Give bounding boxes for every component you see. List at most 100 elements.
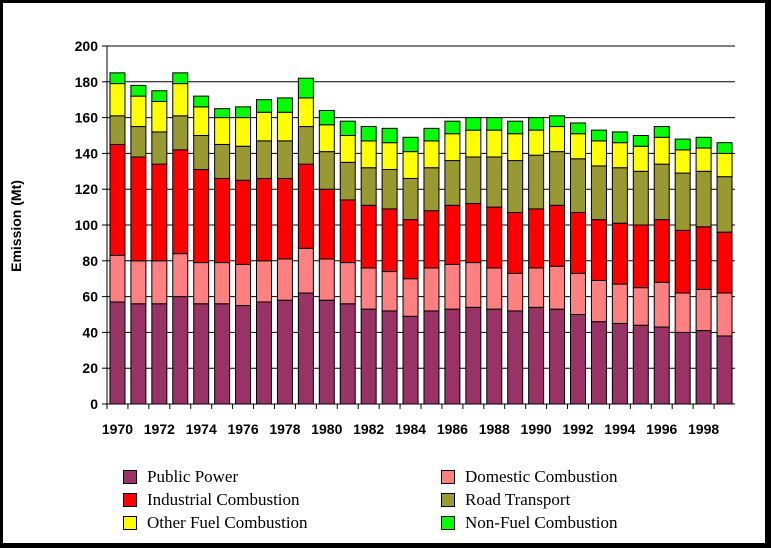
- bar-1999-road-transport: [716, 176, 733, 233]
- bar-1982-non-fuel-combustion: [360, 126, 377, 142]
- bar-1979-industrial-combustion: [297, 163, 314, 249]
- bar-1987-domestic-combustion: [465, 262, 482, 308]
- bar-1978-road-transport: [276, 140, 293, 179]
- bar-1999-non-fuel-combustion: [716, 142, 733, 154]
- bar-1982-public-power: [360, 308, 377, 405]
- bar-1982-road-transport: [360, 167, 377, 206]
- bar-1996-domestic-combustion: [653, 281, 670, 328]
- bar-1986-non-fuel-combustion: [444, 120, 461, 135]
- bar-1972-road-transport: [151, 131, 168, 165]
- bar-1999-industrial-combustion: [716, 231, 733, 294]
- bar-1996-non-fuel-combustion: [653, 126, 670, 138]
- x-tick-label-1990: 1990: [521, 421, 552, 437]
- bar-1993-domestic-combustion: [590, 279, 607, 323]
- bar-1987-road-transport: [465, 156, 482, 205]
- bar-1993-other-fuel-combustion: [590, 140, 607, 167]
- bar-1977-road-transport: [256, 140, 272, 179]
- bar-1995-road-transport: [632, 170, 649, 226]
- bar-1974-public-power: [193, 303, 210, 405]
- bar-1994-non-fuel-combustion: [611, 131, 628, 144]
- bar-1997-public-power: [674, 331, 691, 405]
- bar-1975-other-fuel-combustion: [214, 117, 231, 145]
- bar-1972-public-power: [151, 303, 168, 405]
- bar-1985-non-fuel-combustion: [423, 127, 440, 142]
- x-tick-label-1996: 1996: [646, 421, 677, 437]
- bar-1988-other-fuel-combustion: [486, 129, 503, 158]
- bar-1979-other-fuel-combustion: [297, 97, 314, 128]
- x-tick-label-1982: 1982: [353, 421, 384, 437]
- bar-1996-public-power: [653, 326, 670, 405]
- bar-1984-industrial-combustion: [402, 219, 419, 280]
- bar-1978-industrial-combustion: [276, 177, 293, 260]
- bar-1976-road-transport: [235, 145, 252, 181]
- bar-1977-public-power: [256, 301, 272, 405]
- bar-1987-other-fuel-combustion: [465, 129, 482, 158]
- bar-1998-other-fuel-combustion: [695, 147, 712, 172]
- bars: [109, 72, 733, 405]
- bar-1971-non-fuel-combustion: [130, 84, 147, 97]
- bar-1985-road-transport: [423, 167, 440, 212]
- bar-1985-other-fuel-combustion: [423, 140, 440, 169]
- bar-1993-public-power: [590, 321, 607, 405]
- legend-label-public-power: Public Power: [147, 466, 239, 486]
- bar-1986-industrial-combustion: [444, 204, 461, 265]
- bar-1990-road-transport: [528, 154, 545, 210]
- bar-1979-non-fuel-combustion: [297, 77, 314, 99]
- bar-1997-domestic-combustion: [674, 292, 691, 333]
- bar-1973-road-transport: [172, 115, 189, 151]
- legend-label-industrial-combustion: Industrial Combustion: [147, 489, 300, 509]
- bar-1997-other-fuel-combustion: [674, 149, 691, 174]
- legend-item-industrial-combustion: Industrial Combustion: [123, 488, 441, 511]
- bar-1981-non-fuel-combustion: [339, 120, 356, 136]
- legend-item-road-transport: Road Transport: [441, 488, 721, 511]
- bar-1980-non-fuel-combustion: [318, 109, 335, 126]
- bar-1991-domestic-combustion: [549, 265, 566, 310]
- y-tick-label-140: 140: [75, 145, 99, 161]
- bar-1988-industrial-combustion: [486, 206, 503, 269]
- bar-1992-other-fuel-combustion: [570, 133, 586, 160]
- bar-1977-other-fuel-combustion: [256, 111, 272, 142]
- bar-1972-other-fuel-combustion: [151, 100, 168, 133]
- bar-1973-industrial-combustion: [172, 149, 189, 255]
- bar-1979-domestic-combustion: [297, 247, 314, 294]
- bar-1980-public-power: [318, 299, 335, 405]
- bar-1989-domestic-combustion: [507, 272, 524, 312]
- bar-1981-domestic-combustion: [339, 262, 356, 305]
- bar-1990-other-fuel-combustion: [528, 129, 545, 156]
- x-tick-label-1984: 1984: [395, 421, 426, 437]
- legend-swatch-industrial-combustion: [123, 492, 137, 507]
- bar-1988-road-transport: [486, 156, 503, 208]
- bar-1970-road-transport: [109, 115, 126, 145]
- chart-panel: 0 20 40 60 80 100 120 140 160 180 200 1970 1972 1974 1…: [3, 3, 765, 543]
- bar-1984-other-fuel-combustion: [402, 151, 419, 179]
- axes: 0 20 40 60 80 100 120 140 160 180 200 1970 1972 1974 1…: [75, 38, 735, 437]
- bar-1971-domestic-combustion: [130, 260, 147, 305]
- bar-1977-domestic-combustion: [256, 260, 272, 303]
- legend-swatch-road-transport: [441, 492, 455, 507]
- bar-1983-industrial-combustion: [381, 208, 398, 273]
- bar-1974-non-fuel-combustion: [193, 95, 210, 108]
- bar-1999-other-fuel-combustion: [716, 152, 733, 178]
- bar-1984-non-fuel-combustion: [402, 136, 419, 153]
- x-tick-label-1992: 1992: [562, 421, 593, 437]
- bar-1991-industrial-combustion: [549, 204, 566, 267]
- x-tick-label-1998: 1998: [688, 421, 719, 437]
- bar-1988-public-power: [486, 308, 503, 405]
- legend-item-public-power: Public Power: [123, 465, 441, 488]
- bar-1983-non-fuel-combustion: [381, 127, 398, 144]
- y-tick-label-160: 160: [75, 110, 99, 126]
- bar-1970-public-power: [109, 301, 126, 405]
- bar-1983-road-transport: [381, 169, 398, 210]
- bar-1997-industrial-combustion: [674, 229, 691, 294]
- bar-1976-industrial-combustion: [235, 179, 252, 265]
- bar-1990-public-power: [528, 306, 545, 405]
- bar-1992-industrial-combustion: [570, 211, 586, 274]
- bar-1970-industrial-combustion: [109, 143, 126, 256]
- bar-1975-public-power: [214, 303, 231, 405]
- bar-1985-domestic-combustion: [423, 267, 440, 312]
- bar-1980-other-fuel-combustion: [318, 124, 335, 153]
- bar-1997-non-fuel-combustion: [674, 138, 691, 151]
- bar-1996-other-fuel-combustion: [653, 136, 670, 165]
- bar-1983-domestic-combustion: [381, 271, 398, 312]
- bar-1974-other-fuel-combustion: [193, 106, 210, 136]
